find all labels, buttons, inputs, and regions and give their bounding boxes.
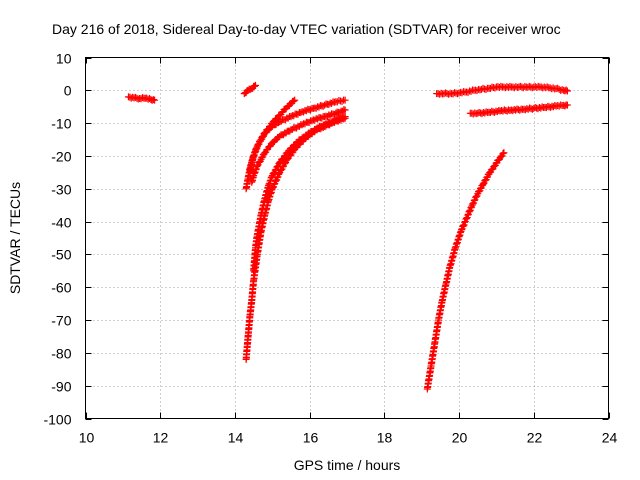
axis-ticks — [85, 57, 610, 420]
x-tick-label: 12 — [153, 430, 169, 446]
data-point — [281, 159, 289, 167]
y-tick-label: -10 — [51, 116, 71, 132]
data-point — [258, 154, 266, 162]
data-point — [270, 169, 278, 177]
x-tick-label: 22 — [527, 430, 543, 446]
data-point — [470, 197, 478, 205]
plot-frame — [85, 57, 609, 419]
data-point — [280, 160, 288, 168]
data-point — [469, 200, 477, 208]
x-tick-label: 18 — [377, 430, 393, 446]
data-point — [465, 208, 473, 216]
data-point — [151, 96, 159, 104]
data-point — [472, 193, 480, 201]
data-point — [341, 106, 349, 114]
data-point — [454, 90, 462, 98]
data-point — [463, 214, 471, 222]
data-points — [124, 81, 571, 393]
data-point — [562, 86, 570, 94]
data-point — [253, 162, 261, 170]
y-tick-label: -60 — [51, 280, 71, 296]
data-point — [341, 114, 349, 122]
data-point — [473, 87, 481, 95]
data-point — [269, 170, 277, 178]
data-point — [459, 222, 467, 230]
data-point — [497, 82, 505, 90]
data-point — [499, 150, 507, 158]
data-point — [341, 96, 349, 104]
x-tick-label: 14 — [228, 430, 244, 446]
data-point — [254, 140, 262, 148]
chart-title: Day 216 of 2018, Sidereal Day-to-day VTE… — [52, 21, 561, 37]
y-tick-label: -90 — [51, 379, 71, 395]
x-tick-label: 10 — [79, 430, 95, 446]
y-tick-label: -40 — [51, 215, 71, 231]
data-point — [271, 177, 279, 185]
grid-lines — [85, 57, 609, 419]
x-tick-label: 16 — [303, 430, 319, 446]
data-point — [251, 82, 259, 90]
data-point — [273, 163, 281, 171]
x-tick-label: 20 — [452, 430, 468, 446]
y-tick-label: -50 — [51, 247, 71, 263]
data-point — [279, 163, 287, 171]
data-point — [277, 166, 285, 174]
data-point — [525, 82, 533, 90]
data-point — [277, 166, 285, 174]
y-tick-label: -20 — [51, 149, 71, 165]
y-tick-label: -80 — [51, 346, 71, 362]
data-point — [269, 183, 277, 191]
data-point — [563, 87, 571, 95]
data-point — [462, 215, 470, 223]
y-tick-label: -30 — [51, 182, 71, 198]
data-point — [291, 96, 299, 104]
data-point — [466, 207, 474, 215]
data-point — [270, 180, 278, 188]
data-point — [338, 97, 346, 105]
y-axis-label: SDTVAR / TECUs — [7, 182, 23, 294]
y-tick-label: -70 — [51, 313, 71, 329]
data-point — [290, 97, 298, 105]
data-point — [251, 81, 259, 89]
data-point — [467, 87, 475, 95]
data-point — [272, 177, 280, 185]
data-point — [479, 180, 487, 188]
y-tick-label: 0 — [64, 83, 72, 99]
data-point — [458, 89, 466, 97]
data-point — [563, 101, 571, 109]
data-point — [461, 218, 469, 226]
data-point — [491, 84, 499, 92]
data-point — [340, 115, 348, 123]
x-tick-label: 24 — [602, 430, 618, 446]
data-point — [459, 222, 467, 230]
data-point — [275, 170, 283, 178]
data-point — [500, 149, 508, 157]
data-point — [257, 136, 265, 144]
x-axis-label: GPS time / hours — [294, 457, 401, 473]
data-point — [464, 88, 472, 96]
data-point — [464, 211, 472, 219]
data-point — [490, 163, 498, 171]
data-point — [273, 173, 281, 181]
y-tick-label: 10 — [56, 51, 72, 67]
data-point — [543, 83, 551, 91]
y-tick-label: -100 — [43, 412, 71, 428]
data-point — [534, 82, 542, 90]
data-point — [458, 226, 466, 234]
data-point — [259, 133, 267, 141]
tick-labels: 10 12 14 16 18 20 22 24 10 0 -10 -20 -30 -40 -50 -60 -70… — [43, 51, 617, 446]
data-point — [506, 82, 514, 90]
data-point — [482, 85, 490, 93]
